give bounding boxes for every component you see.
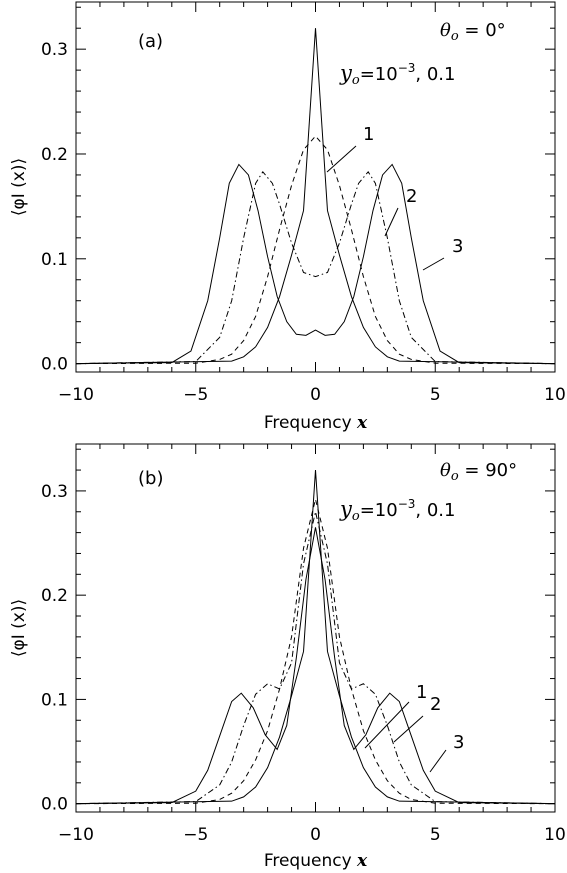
series-line-dashdot [75, 511, 556, 805]
x-axis-title: Frequency x [264, 413, 368, 433]
curve-pointer-2 [384, 207, 399, 237]
y-tick-label: 0.0 [41, 795, 68, 815]
x-tick-label: 10 [544, 825, 566, 845]
panel-label: (a) [138, 31, 163, 52]
y-tick-label: 0.1 [41, 690, 68, 710]
x-tick-label: 5 [430, 825, 441, 845]
curve-label-2: 2 [430, 694, 441, 715]
series-line-solid-thick [75, 470, 556, 805]
x-tick-label: 5 [430, 385, 441, 405]
panel-label: (b) [138, 468, 163, 489]
y-tick-label: 0.1 [41, 250, 68, 270]
series-line-solid-thick [75, 28, 556, 365]
curve-pointer-1 [326, 145, 357, 173]
theta-annotation: θo = 90° [440, 460, 517, 484]
curve-label-3: 3 [452, 236, 463, 257]
y-tick-label: 0.2 [41, 586, 68, 606]
plot-frame [75, 443, 556, 813]
curve-pointer-3 [429, 749, 447, 773]
curve-pointer-3 [422, 257, 445, 271]
curve-pointer-2 [393, 715, 424, 743]
plot-frame [75, 1, 556, 373]
y-tick-label: 0.3 [41, 482, 68, 502]
series-line-solid [75, 527, 556, 805]
x-tick-label: 10 [544, 385, 566, 405]
series-line-solid [75, 163, 556, 365]
curve-label-2: 2 [406, 186, 417, 207]
x-tick-label: −10 [58, 825, 94, 845]
x-tick-label: 0 [310, 825, 321, 845]
y-axis-title: ⟨φI (x)⟩ [9, 158, 29, 216]
x-tick-label: −5 [183, 825, 208, 845]
series-line-dashed [75, 135, 556, 365]
x-tick-label: −5 [183, 385, 208, 405]
curve-label-1: 1 [363, 124, 374, 145]
y-tick-label: 0.0 [41, 355, 68, 375]
curve-label-1: 1 [416, 682, 427, 703]
x-tick-label: −10 [58, 385, 94, 405]
chart-panel-b: −10 −5 0 5 10 0.0 0.1 0.2 0.3 Frequency x ⟨φI (x)⟩… [9, 443, 566, 871]
yo-annotation: yo=10−3, 0.1 [339, 61, 455, 88]
yo-annotation: yo=10−3, 0.1 [339, 497, 455, 524]
x-axis-title: Frequency x [264, 851, 368, 871]
series-line-dashed [75, 499, 556, 805]
y-tick-label: 0.2 [41, 145, 68, 165]
theta-annotation: θo = 0° [440, 20, 506, 44]
x-tick-label: 0 [310, 385, 321, 405]
chart-panel-a: −10 −5 0 5 10 0.0 0.1 0.2 0.3 Frequency x ⟨φI (x)⟩… [9, 1, 566, 433]
y-tick-label: 0.3 [41, 40, 68, 60]
curve-pointer-1 [364, 701, 410, 749]
curve-label-3: 3 [453, 732, 464, 753]
y-axis-title: ⟨φI (x)⟩ [9, 599, 29, 657]
series-line-dashdot [75, 170, 556, 365]
